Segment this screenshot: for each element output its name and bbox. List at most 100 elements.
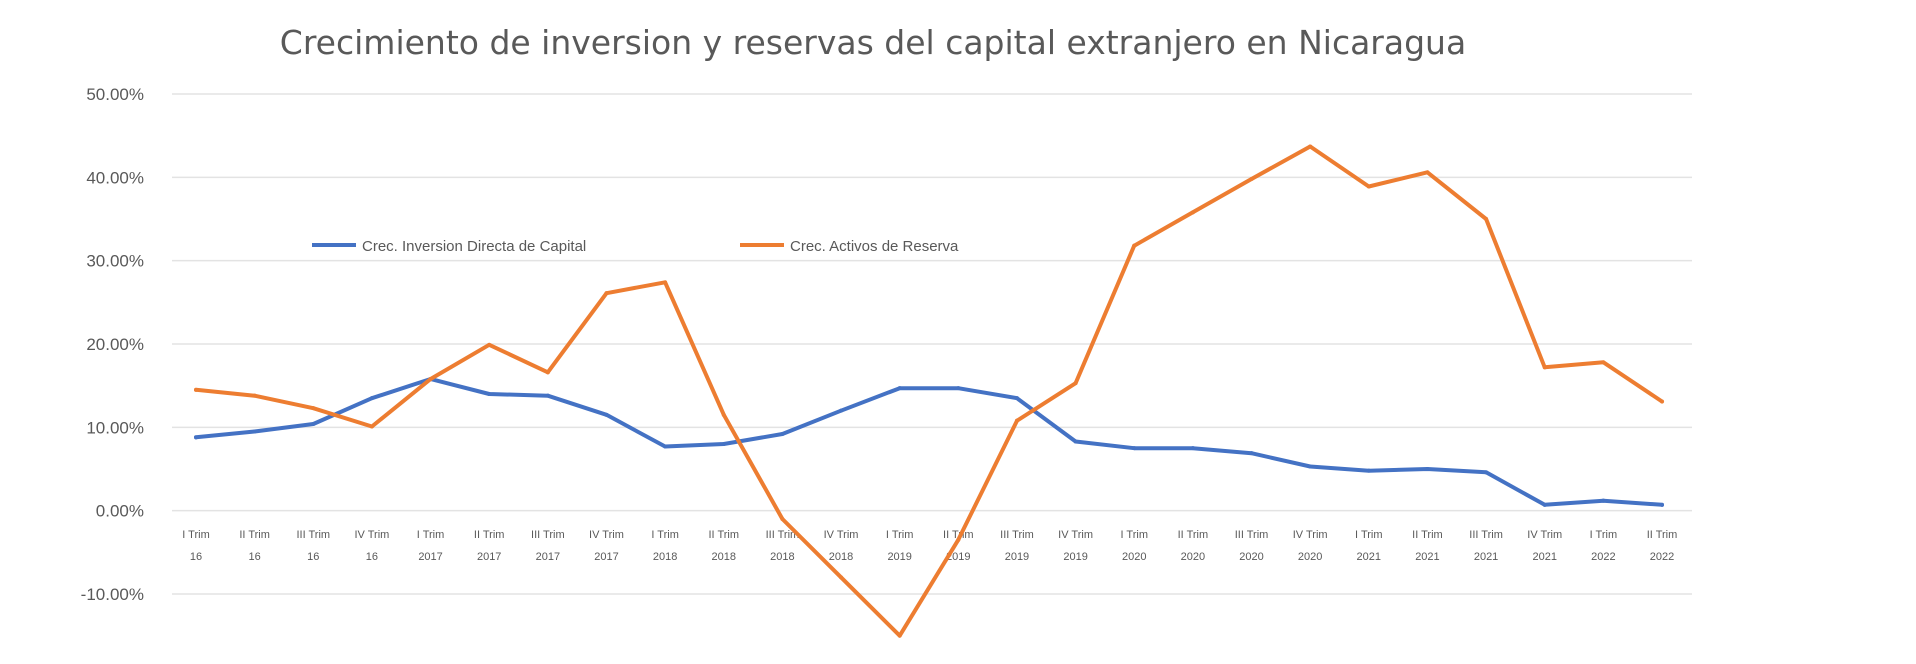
x-tick-label-year: 2021 [1415, 551, 1439, 563]
x-tick-label: II Trim [1178, 529, 1209, 541]
data-point [1425, 170, 1430, 175]
x-tick-label-year: 2020 [1181, 551, 1205, 563]
x-tick-label: IV Trim [589, 529, 624, 541]
data-point [487, 392, 492, 396]
data-point [1190, 210, 1195, 215]
x-tick-label-year: 16 [190, 551, 202, 563]
data-point [1601, 498, 1606, 503]
data-point [604, 291, 609, 296]
legend: Crec. Inversion Directa de Capital Crec. … [312, 238, 959, 255]
data-point [1014, 396, 1019, 401]
data-point [1366, 468, 1371, 473]
x-tick-label: IV Trim [824, 529, 859, 541]
y-tick-label: 30.00% [86, 252, 144, 271]
legend-label-1: Crec. Inversion Directa de Capital [362, 238, 586, 255]
data-point [252, 429, 257, 434]
x-tick-label-year: 2018 [829, 551, 853, 563]
data-point [1014, 418, 1019, 423]
series-line-1 [194, 377, 1664, 507]
data-point [897, 386, 902, 391]
x-tick-label-year: 16 [249, 551, 261, 563]
series-lines [194, 144, 1664, 638]
data-point [956, 537, 961, 542]
y-tick-label: 50.00% [86, 85, 144, 104]
data-point [369, 424, 374, 429]
x-tick-label: II Trim [1412, 529, 1443, 541]
x-tick-label: III Trim [1000, 529, 1034, 541]
x-tick-label: III Trim [1235, 529, 1269, 541]
data-point [1542, 365, 1547, 370]
data-point [1132, 446, 1137, 451]
data-point [780, 517, 785, 521]
x-tick-label: II Trim [943, 529, 974, 541]
x-tick-label: I Trim [417, 529, 445, 541]
y-axis: 50.00% 40.00% 30.00% 20.00% 10.00% 0.00% -10.0… [81, 85, 144, 604]
x-tick-label-year: 2022 [1591, 551, 1615, 563]
data-point [1484, 470, 1489, 475]
data-point [839, 408, 844, 413]
x-tick-label: II Trim [239, 529, 270, 541]
data-point [194, 387, 198, 392]
data-point [604, 412, 609, 417]
y-tick-label: 40.00% [86, 168, 144, 187]
data-point [311, 422, 316, 426]
data-point [1542, 502, 1547, 507]
y-tick-label: -10.00% [81, 585, 144, 604]
legend-label-2: Crec. Activos de Reserva [790, 238, 959, 255]
data-point [545, 393, 550, 398]
series-line-2 [194, 144, 1664, 638]
x-tick-label: IV Trim [1058, 529, 1093, 541]
data-point [839, 575, 844, 580]
data-point [487, 342, 492, 347]
x-tick-label-year: 2017 [477, 551, 501, 563]
x-tick-label: II Trim [708, 529, 739, 541]
x-tick-label: IV Trim [1527, 529, 1562, 541]
data-point [428, 377, 433, 381]
x-tick-label: III Trim [766, 529, 800, 541]
x-tick-label: II Trim [474, 529, 505, 541]
x-tick-label-year: 2020 [1239, 551, 1263, 563]
chart-title: Crecimiento de inversion y reservas del … [279, 23, 1467, 62]
x-tick-label: III Trim [531, 529, 565, 541]
data-point [1484, 217, 1489, 221]
data-point [1660, 502, 1664, 507]
data-point [1190, 446, 1195, 451]
x-tick-label: I Trim [182, 529, 210, 541]
gridlines [172, 93, 1692, 595]
x-tick-label-year: 2021 [1532, 551, 1556, 563]
data-point [545, 370, 550, 375]
x-tick-label: I Trim [886, 529, 914, 541]
data-point [721, 442, 726, 446]
x-tick-label-year: 2021 [1357, 551, 1381, 563]
x-tick-label: I Trim [1355, 529, 1383, 541]
x-tick-label-year: 2019 [1063, 551, 1087, 563]
data-point [780, 432, 785, 436]
data-point [1660, 399, 1664, 404]
x-tick-label-year: 2017 [594, 551, 618, 563]
data-point [1366, 184, 1371, 189]
x-tick-label-year: 2022 [1650, 551, 1674, 563]
y-tick-label: 10.00% [86, 418, 144, 437]
data-point [369, 396, 374, 401]
x-tick-label-year: 2017 [418, 551, 442, 563]
data-point [194, 435, 198, 440]
x-tick-label-year: 2017 [536, 551, 560, 563]
data-point [1132, 243, 1137, 248]
x-tick-label-year: 2020 [1298, 551, 1322, 563]
x-tick-label-year: 2020 [1122, 551, 1146, 563]
x-tick-label: IV Trim [354, 529, 389, 541]
x-tick-label-year: 2019 [1005, 551, 1029, 563]
data-point [1249, 177, 1254, 181]
x-tick-label: I Trim [1590, 529, 1618, 541]
data-point [1425, 467, 1430, 471]
x-tick-label-year: 2019 [887, 551, 911, 563]
x-tick-label: IV Trim [1293, 529, 1328, 541]
data-point [1249, 451, 1254, 456]
x-tick-label-year: 2018 [712, 551, 736, 563]
data-point [1308, 144, 1313, 149]
data-point [1601, 360, 1606, 365]
x-tick-label: III Trim [1469, 529, 1503, 541]
x-tick-label-year: 2021 [1474, 551, 1498, 563]
x-axis: I Trim 16 II Trim 16 III Trim 16 IV Trim 16 I Tr… [182, 529, 1677, 563]
